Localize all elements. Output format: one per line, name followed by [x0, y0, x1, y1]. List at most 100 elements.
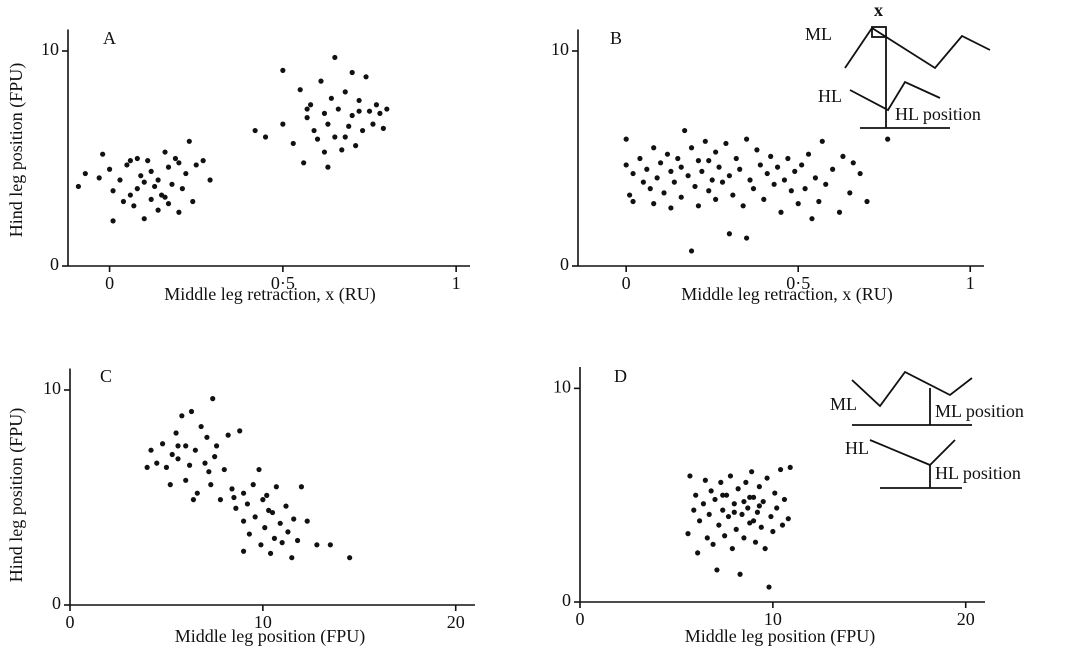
point — [857, 170, 863, 177]
x-tick-label: 1 — [452, 273, 461, 293]
point — [777, 466, 784, 473]
point — [768, 513, 774, 520]
panel-label: D — [614, 366, 627, 386]
point — [366, 108, 373, 114]
point — [285, 529, 291, 535]
y-tick-label: 0 — [52, 593, 61, 613]
point — [346, 123, 352, 129]
point — [702, 138, 708, 144]
point — [757, 162, 763, 168]
point — [740, 203, 746, 209]
point — [240, 518, 247, 524]
point — [342, 134, 348, 140]
point — [349, 112, 355, 119]
point — [682, 127, 688, 134]
point — [117, 177, 123, 183]
point — [167, 482, 173, 488]
point — [208, 482, 214, 488]
point — [699, 168, 705, 174]
point — [240, 490, 247, 496]
point — [148, 196, 154, 202]
point — [339, 147, 345, 153]
point — [805, 151, 812, 157]
point — [200, 158, 206, 164]
point — [741, 498, 747, 505]
point — [175, 456, 181, 462]
point — [190, 497, 197, 503]
point — [787, 464, 793, 471]
y-tick-label: 10 — [41, 39, 59, 59]
point — [250, 482, 256, 488]
point — [722, 533, 728, 539]
x-bracket — [871, 26, 887, 38]
point — [325, 164, 331, 170]
point — [720, 492, 726, 498]
point — [134, 186, 140, 192]
x-axis-title: Middle leg retraction, x (RU) — [164, 284, 375, 305]
point — [347, 555, 353, 561]
panel-label: C — [100, 366, 112, 386]
point — [864, 198, 870, 205]
point — [144, 464, 150, 470]
point — [269, 509, 276, 516]
point — [124, 162, 130, 168]
point — [768, 153, 774, 159]
point — [747, 520, 753, 526]
point — [356, 97, 362, 104]
point — [163, 464, 170, 470]
point — [785, 516, 791, 522]
point — [713, 196, 719, 202]
point — [206, 469, 212, 475]
point — [342, 89, 348, 95]
point — [704, 535, 710, 541]
point — [726, 231, 732, 237]
point — [155, 177, 161, 183]
point — [327, 542, 333, 548]
point — [747, 494, 753, 500]
point — [176, 209, 182, 215]
point — [823, 181, 829, 187]
point — [304, 106, 310, 112]
inset-label: ML — [805, 24, 832, 44]
point — [644, 166, 650, 172]
point — [695, 550, 701, 556]
point — [210, 396, 216, 402]
inset-label: ML — [830, 394, 857, 414]
point — [695, 203, 702, 209]
point — [304, 115, 310, 121]
point — [165, 164, 172, 170]
point — [198, 423, 204, 430]
point — [141, 216, 147, 222]
point — [252, 514, 258, 520]
inset-b: ML x HL HL position — [805, 0, 991, 129]
point — [696, 518, 703, 524]
point — [290, 140, 296, 147]
point — [134, 155, 140, 162]
point — [836, 209, 843, 215]
point — [169, 451, 175, 458]
point — [204, 434, 210, 440]
y-tick-label: 10 — [551, 39, 569, 59]
point — [623, 136, 629, 142]
point — [640, 179, 646, 185]
point — [702, 477, 708, 483]
x-tick-label: 0 — [622, 273, 631, 293]
point — [169, 181, 175, 187]
point — [706, 188, 712, 194]
panel-label: A — [103, 28, 116, 48]
point — [741, 535, 747, 541]
point — [716, 164, 722, 170]
point — [280, 67, 286, 73]
point — [685, 531, 691, 537]
point — [743, 235, 750, 241]
point — [141, 179, 147, 185]
point — [708, 488, 714, 494]
point — [781, 177, 788, 183]
point — [332, 54, 338, 61]
point — [819, 138, 825, 144]
point — [304, 518, 310, 524]
point — [363, 74, 369, 80]
inset-label: ML position — [935, 401, 1024, 421]
point — [264, 492, 270, 498]
